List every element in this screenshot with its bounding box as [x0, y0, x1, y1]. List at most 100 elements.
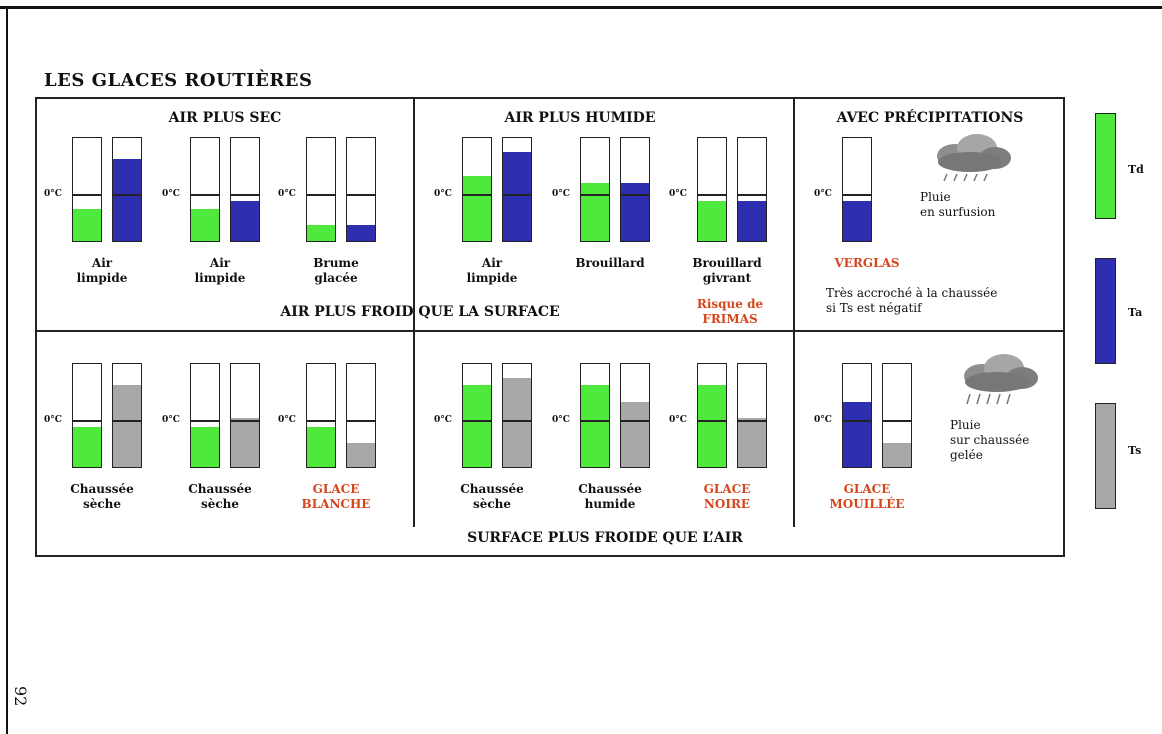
- bar-group-label: Brouillard: [575, 256, 645, 270]
- zero-line: [113, 420, 141, 422]
- bar-group-label: Air limpide: [466, 256, 518, 285]
- zero-line: [463, 420, 491, 422]
- zero-line: [698, 194, 726, 196]
- zero-degree-label: 0°C: [44, 189, 62, 199]
- rain-cloud-icon: [964, 354, 1038, 405]
- legend-ts-label: Ts: [1128, 444, 1142, 457]
- zero-line: [843, 194, 871, 196]
- top-bar-2-td: [306, 137, 336, 242]
- zero-line: [347, 194, 375, 196]
- zero-degree-label: 0°C: [44, 415, 62, 425]
- top-bar-2-ta-fill: [347, 225, 375, 241]
- bottom-bar-6-ta-fill: [843, 402, 871, 467]
- top-bar-5-td-fill: [698, 201, 726, 241]
- bottom-bar-3-ts: [502, 363, 532, 468]
- bottom-bar-1-ts-fill: [231, 418, 259, 467]
- zero-degree-label: 0°C: [669, 189, 687, 199]
- risk-frimas-label: Risque de FRIMAS: [696, 297, 764, 326]
- zero-line: [503, 420, 531, 422]
- bar-group-label: Chaussée sèche: [70, 482, 134, 511]
- zero-degree-label: 0°C: [162, 189, 180, 199]
- zero-degree-label: 0°C: [552, 189, 570, 199]
- zero-degree-label: 0°C: [278, 415, 296, 425]
- top-bar-3-td: [462, 137, 492, 242]
- bottom-bar-3-td: [462, 363, 492, 468]
- top-bar-3-ta-fill: [503, 152, 531, 241]
- diagram-frame: [35, 97, 1065, 557]
- legend-ta-swatch: [1095, 258, 1116, 364]
- zero-degree-label: 0°C: [669, 415, 687, 425]
- top-bar-0-ta: [112, 137, 142, 242]
- zero-degree-label: 0°C: [434, 415, 452, 425]
- zero-line: [191, 420, 219, 422]
- bottom-bar-0-ts: [112, 363, 142, 468]
- bottom-bar-2-td-fill: [307, 427, 335, 467]
- bottom-bar-5-ts: [737, 363, 767, 468]
- top-bar-6-ta: [842, 137, 872, 242]
- section-precip: AVEC PRÉCIPITATIONS: [836, 110, 1024, 126]
- zero-line: [581, 194, 609, 196]
- section-air-froid: AIR PLUS FROID QUE LA SURFACE: [280, 304, 560, 320]
- note-verglas: Très accroché à la chaussée si Ts est né…: [826, 286, 998, 315]
- bottom-bar-4-ts-fill: [621, 402, 649, 467]
- bar-group-label: GLACE BLANCHE: [301, 482, 371, 511]
- top-bar-4-td-fill: [581, 183, 609, 241]
- bottom-bar-1-ts: [230, 363, 260, 468]
- section-air-humide: AIR PLUS HUMIDE: [504, 110, 656, 126]
- rain-cloud-icon: [937, 134, 1011, 182]
- top-bar-0-td-fill: [73, 209, 101, 241]
- top-bar-3-ta: [502, 137, 532, 242]
- top-rule: [0, 6, 1162, 9]
- top-bar-5-ta-fill: [738, 201, 766, 241]
- legend-ta-label: Ta: [1128, 306, 1143, 319]
- bottom-bar-5-td: [697, 363, 727, 468]
- top-bar-4-ta: [620, 137, 650, 242]
- zero-line: [73, 420, 101, 422]
- col-divider-1: [413, 97, 415, 527]
- zero-line: [113, 194, 141, 196]
- bottom-bar-0-td-fill: [73, 427, 101, 467]
- zero-line: [581, 420, 609, 422]
- top-bar-1-td-fill: [191, 209, 219, 241]
- zero-line: [698, 420, 726, 422]
- top-bar-5-ta: [737, 137, 767, 242]
- bar-group-label: GLACE MOUILLÉE: [829, 482, 905, 511]
- row-divider: [35, 330, 1065, 332]
- bar-group-label: VERGLAS: [834, 256, 900, 270]
- bottom-bar-3-ts-fill: [503, 378, 531, 467]
- bottom-bar-1-td: [190, 363, 220, 468]
- bottom-bar-6-ts: [882, 363, 912, 468]
- note-pluie-surfusion: Pluie en surfusion: [920, 190, 996, 219]
- bar-group-label: GLACE NOIRE: [703, 482, 751, 511]
- zero-line: [883, 420, 911, 422]
- zero-line: [347, 420, 375, 422]
- top-bar-4-ta-fill: [621, 183, 649, 241]
- bar-group-label: Chaussée humide: [578, 482, 642, 511]
- left-rule: [6, 8, 8, 734]
- bottom-bar-1-td-fill: [191, 427, 219, 467]
- bottom-bar-5-ts-fill: [738, 418, 766, 467]
- top-bar-1-ta: [230, 137, 260, 242]
- zero-line: [191, 194, 219, 196]
- zero-degree-label: 0°C: [814, 189, 832, 199]
- zero-line: [621, 194, 649, 196]
- bottom-bar-6-ta: [842, 363, 872, 468]
- top-bar-3-td-fill: [463, 176, 491, 241]
- top-bar-2-td-fill: [307, 225, 335, 241]
- zero-line: [307, 194, 335, 196]
- bottom-bar-5-td-fill: [698, 385, 726, 467]
- top-bar-5-td: [697, 137, 727, 242]
- zero-line: [463, 194, 491, 196]
- top-bar-4-td: [580, 137, 610, 242]
- top-bar-6-ta-fill: [843, 201, 871, 241]
- zero-degree-label: 0°C: [162, 415, 180, 425]
- zero-line: [231, 420, 259, 422]
- zero-line: [843, 420, 871, 422]
- bar-group-label: Chaussée sèche: [188, 482, 252, 511]
- bar-group-label: Chaussée sèche: [460, 482, 524, 511]
- bar-group-label: Air limpide: [194, 256, 246, 285]
- section-surface-froide: SURFACE PLUS FROIDE QUE L’AIR: [467, 530, 743, 546]
- bottom-bar-4-td: [580, 363, 610, 468]
- section-air-sec: AIR PLUS SEC: [168, 110, 282, 126]
- top-bar-1-ta-fill: [231, 201, 259, 241]
